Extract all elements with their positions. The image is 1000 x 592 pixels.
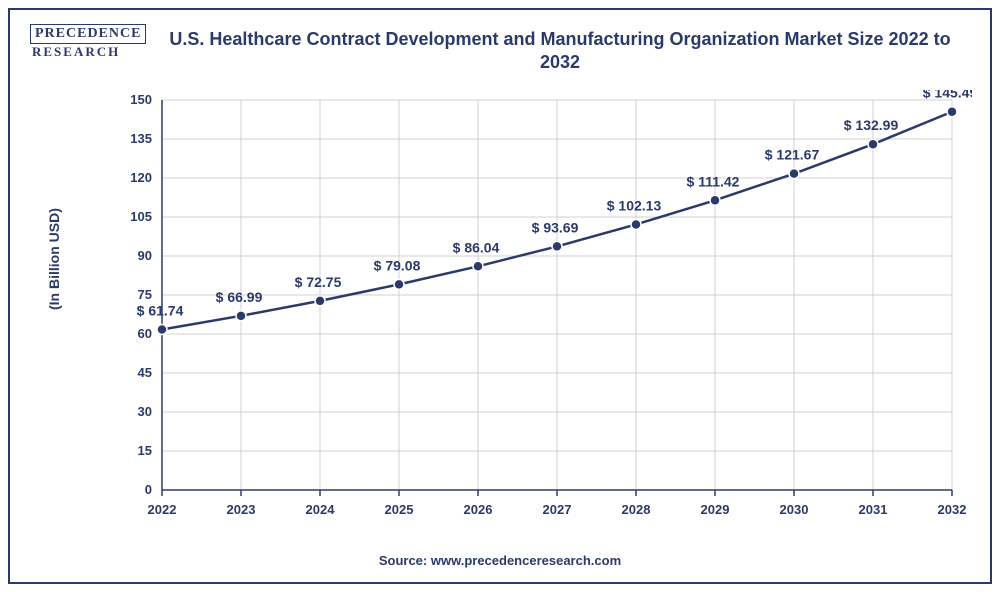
data-label: $ 121.67: [765, 147, 820, 163]
data-label: $ 102.13: [607, 197, 662, 213]
x-tick-label: 2030: [780, 502, 809, 517]
data-marker: [552, 241, 562, 251]
data-marker: [868, 139, 878, 149]
x-tick-label: 2023: [227, 502, 256, 517]
chart-area: 0 15 30 45 60 75 90 105 120 135 150 2022 2023 2024 202…: [102, 90, 972, 530]
data-marker: [947, 107, 957, 117]
data-label: $ 132.99: [844, 117, 899, 133]
y-tick-label: 150: [130, 92, 152, 107]
y-tick-label: 30: [138, 404, 152, 419]
x-tick-label: 2028: [622, 502, 651, 517]
data-marker: [315, 296, 325, 306]
y-tick-label: 45: [138, 365, 152, 380]
y-tick-label: 120: [130, 170, 152, 185]
x-tick-label: 2031: [859, 502, 888, 517]
data-label: $ 93.69: [532, 219, 579, 235]
data-marker: [631, 219, 641, 229]
data-marker: [236, 311, 246, 321]
y-tick-label: 0: [145, 482, 152, 497]
x-tick-label: 2022: [148, 502, 177, 517]
data-label: $ 61.74: [137, 302, 184, 318]
line-chart-svg: 0 15 30 45 60 75 90 105 120 135 150 2022 2023 2024 202…: [102, 90, 972, 530]
y-axis-label: (In Billion USD): [46, 208, 62, 310]
data-label: $ 72.75: [295, 274, 342, 290]
x-tick-label: 2027: [543, 502, 572, 517]
data-label: $ 111.42: [687, 173, 740, 189]
data-label: $ 86.04: [453, 239, 500, 255]
x-tick-label: 2024: [306, 502, 336, 517]
data-label: $ 66.99: [216, 289, 263, 305]
data-marker: [789, 169, 799, 179]
data-label: $ 79.08: [374, 257, 421, 273]
logo-brand-top: PRECEDENCE: [30, 24, 146, 44]
chart-title: U.S. Healthcare Contract Development and…: [150, 28, 970, 75]
logo-brand-bottom: RESEARCH: [30, 44, 150, 60]
source-text: Source: www.precedenceresearch.com: [10, 553, 990, 568]
data-marker: [394, 279, 404, 289]
x-tick-label: 2026: [464, 502, 493, 517]
logo: PRECEDENCE RESEARCH: [30, 24, 150, 60]
data-marker: [710, 195, 720, 205]
y-tick-label: 135: [130, 131, 152, 146]
data-marker: [157, 324, 167, 334]
y-tick-label: 75: [138, 287, 152, 302]
y-tick-label: 105: [130, 209, 152, 224]
data-label: $ 145.49: [923, 90, 972, 101]
x-tick-label: 2029: [701, 502, 730, 517]
y-tick-label: 60: [138, 326, 152, 341]
data-marker: [473, 261, 483, 271]
x-tick-label: 2032: [938, 502, 967, 517]
chart-frame: PRECEDENCE RESEARCH U.S. Healthcare Cont…: [8, 8, 992, 584]
y-tick-label: 15: [138, 443, 152, 458]
y-tick-label: 90: [138, 248, 152, 263]
x-tick-label: 2025: [385, 502, 414, 517]
